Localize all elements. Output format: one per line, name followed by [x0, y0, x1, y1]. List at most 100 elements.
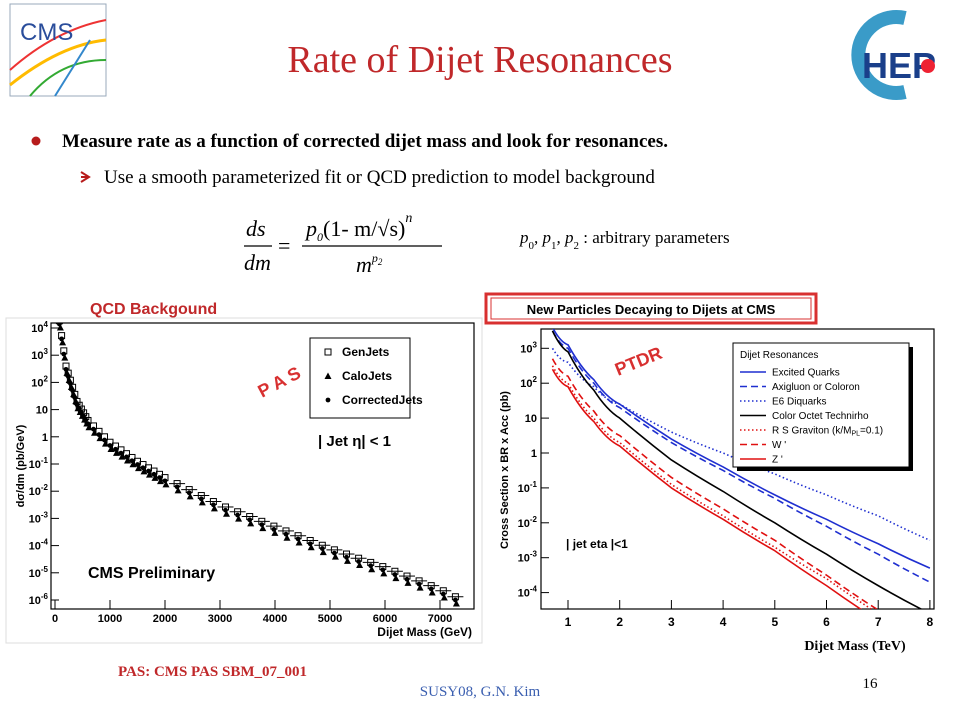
- plot-title: New Particles Decaying to Dijets at CMS: [527, 302, 776, 317]
- x-tick-label: 5000: [318, 613, 342, 625]
- curve: [552, 329, 931, 569]
- slide-title: Rate of Dijet Resonances: [287, 39, 672, 81]
- tick-exp: 4: [44, 320, 49, 329]
- marker: [392, 574, 400, 582]
- marker: [428, 588, 436, 596]
- tick-exp: 3: [44, 347, 49, 356]
- tick-base: 10: [29, 459, 41, 471]
- logo-frame: [9, 3, 107, 97]
- marker: [404, 576, 410, 582]
- marker: [157, 475, 162, 480]
- marker: [271, 526, 277, 532]
- y-tick-label: 10-3: [29, 510, 49, 525]
- legend-text: Axigluon or Coloron: [772, 382, 860, 393]
- marker: [392, 572, 398, 577]
- marker: [324, 372, 332, 379]
- source-note: PAS: CMS PAS SBM_07_001: [118, 664, 307, 680]
- param-sub: 0: [529, 240, 535, 252]
- marker: [63, 366, 69, 372]
- marker: [146, 468, 151, 474]
- marker: [124, 454, 129, 460]
- marker: [344, 554, 349, 560]
- y-tick-label: 102: [31, 374, 48, 389]
- plot-caption: QCD Backgound: [90, 301, 217, 318]
- marker: [186, 490, 192, 496]
- marker: [59, 338, 67, 346]
- marker: [247, 517, 253, 523]
- marker: [235, 515, 243, 522]
- x-tick-label: 8: [927, 615, 934, 629]
- marker: [135, 464, 142, 472]
- tick-exp: -6: [41, 592, 49, 601]
- legend-text: =0.1): [860, 426, 883, 437]
- marker: [61, 354, 69, 361]
- x-tick-label: 1000: [98, 613, 122, 625]
- tick-exp: -4: [530, 585, 538, 594]
- curve: [551, 347, 931, 541]
- legend-text: W ': [772, 440, 786, 451]
- y-tick-label: 10: [36, 405, 48, 417]
- tick-base: 10: [29, 595, 41, 607]
- marker: [174, 486, 182, 494]
- formula-sub: 2: [378, 257, 383, 267]
- marker: [283, 531, 289, 537]
- tick-base: 10: [29, 513, 41, 525]
- formula-sup: p: [371, 251, 378, 265]
- formula-sub: 0: [317, 230, 323, 244]
- marker: [440, 591, 446, 597]
- y-tick-label: 102: [520, 375, 537, 390]
- marker: [295, 536, 301, 542]
- param-text: , p: [534, 228, 551, 247]
- marker: [453, 597, 458, 603]
- marker: [368, 563, 374, 569]
- watermark: CMS Preliminary: [88, 565, 215, 582]
- param-text: : arbitrary parameters: [579, 228, 730, 247]
- marker: [356, 559, 361, 564]
- tick-exp: -4: [41, 538, 49, 547]
- tick-base: 1: [42, 432, 48, 444]
- tick-exp: 3: [533, 340, 538, 349]
- y-tick-label: 1: [42, 432, 48, 444]
- logo-arc: [54, 39, 91, 97]
- marker: [198, 498, 206, 506]
- cut-label: | Jet η| < 1: [318, 433, 391, 450]
- y-tick-label: 10-1: [518, 480, 538, 495]
- marker: [368, 565, 376, 573]
- marker: [96, 432, 102, 438]
- tick-exp: -5: [41, 565, 49, 574]
- legend-sub: PL: [851, 431, 860, 438]
- marker: [129, 458, 135, 464]
- tick-base: 10: [29, 486, 41, 498]
- y-tick-label: 10: [525, 413, 537, 425]
- formula-text: ds: [246, 216, 266, 241]
- tick-exp: -3: [41, 510, 49, 519]
- marker: [210, 504, 218, 512]
- marker: [162, 478, 168, 484]
- marker: [174, 484, 180, 490]
- marker: [85, 421, 91, 427]
- legend-label: R S Graviton (k/MPL=0.1): [772, 426, 883, 438]
- x-tick-label: 2: [616, 615, 623, 629]
- tick-base: 10: [520, 378, 532, 390]
- logo-text: CMS: [20, 19, 73, 46]
- marker: [247, 519, 255, 527]
- page-number: 16: [863, 676, 879, 692]
- tick-exp: -3: [530, 550, 538, 559]
- marker: [107, 443, 113, 448]
- formula-text: =: [278, 233, 290, 258]
- y-axis-label: dσ/dm (pb/GeV): [15, 424, 27, 507]
- marker: [61, 351, 67, 357]
- formula-text: (1- m/√s): [323, 216, 405, 241]
- marker: [65, 374, 71, 379]
- bullet-dot: [31, 136, 41, 146]
- legend-text: E6 Diquarks: [772, 397, 826, 408]
- formula-text: p0(1- m/√s)n: [304, 211, 412, 244]
- tick-exp: -2: [41, 483, 49, 492]
- marker: [271, 529, 279, 536]
- marker: [151, 471, 157, 477]
- y-tick-label: 103: [520, 340, 537, 355]
- curve: [551, 368, 862, 609]
- y-tick-label: 10-6: [29, 592, 49, 607]
